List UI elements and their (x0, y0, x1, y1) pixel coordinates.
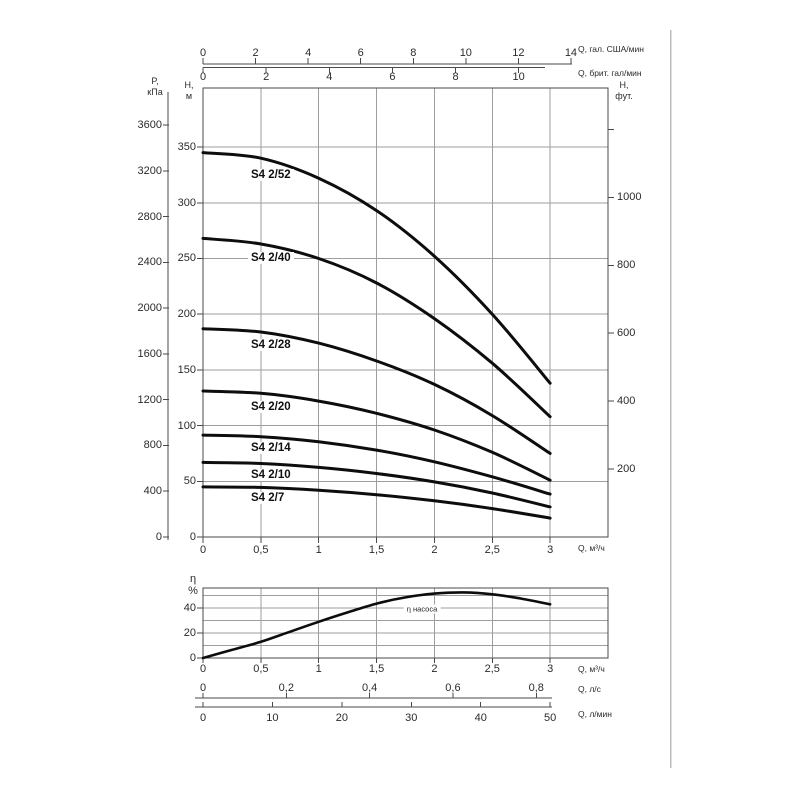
axis-unit-head-ft: Н, фут. (615, 80, 633, 101)
head-m-tick-label: 250 (177, 252, 196, 265)
main-chart-frame (202, 87, 609, 538)
head-m-tick-label: 50 (183, 475, 196, 488)
eff-pct-tick-label: 0 (189, 652, 196, 664)
head-m-tick-label: 100 (177, 419, 196, 432)
axis-unit-imp-gpm: Q, брит. гал/мин (578, 68, 642, 78)
ls-tick-label: 0,2 (278, 682, 294, 694)
pump-curve-s4-2-40-label: S4 2/40 (248, 252, 294, 264)
efficiency-curve (201, 591, 552, 660)
pressure-tick-label: 1200 (137, 393, 162, 406)
pressure-tick-label: 2800 (137, 210, 162, 223)
head-ft-tick-label: 1000 (617, 191, 642, 204)
pressure-tick-label: 1600 (137, 347, 162, 360)
lmin-tick-label: 40 (474, 712, 487, 724)
pressure-tick-label: 3200 (137, 164, 162, 177)
axis-unit-efficiency-pct: η % (188, 573, 198, 597)
efficiency-chart-frame (202, 587, 609, 659)
lmin-tick-label: 20 (335, 712, 348, 724)
ls-tick-label: 0,4 (361, 682, 378, 694)
lmin-tick-label: 50 (544, 712, 557, 724)
head-m-tick-label: 300 (177, 196, 196, 209)
eff-m3h-tick-label: 3 (547, 663, 554, 675)
lmin-tick-label: 10 (266, 712, 279, 724)
eff-m3h-tick-label: 2 (431, 663, 438, 675)
pressure-tick-label: 400 (143, 485, 162, 498)
pump-curve-s4-2-20 (201, 389, 552, 482)
head-ft-tick-label: 400 (617, 395, 636, 408)
head-m-tick-label: 150 (177, 363, 196, 376)
pump-curve-s4-2-10 (201, 460, 552, 509)
head-m-tick-label: 0 (189, 531, 196, 543)
eff-m3h-tick-label: 1 (315, 663, 322, 675)
lmin-tick-label: 0 (199, 712, 207, 724)
ls-tick-label: 0,6 (445, 682, 461, 694)
pump-curve-s4-2-28 (201, 327, 552, 455)
head-ft-tick-label: 600 (617, 327, 636, 340)
pressure-tick-label: 0 (155, 531, 162, 543)
axis-unit-pressure-kpa: P, кПа (147, 76, 163, 97)
imp-gpm-tick-label: 10 (512, 71, 525, 83)
us-gpm-tick-label: 14 (564, 47, 578, 59)
efficiency-curve-label: η насоса (403, 604, 441, 614)
pressure-tick-label: 2000 (137, 302, 162, 315)
us-gpm-tick-label: 4 (305, 47, 312, 59)
axis-unit-head-m: Н, м (184, 80, 194, 101)
pump-curve-s4-2-7-label: S4 2/7 (248, 492, 288, 504)
axis-unit-us-gpm: Q, гал. США/мин (578, 44, 644, 54)
lmin-tick-label: 30 (405, 712, 418, 724)
us-gpm-tick-label: 6 (357, 47, 364, 59)
pump-curve-s4-2-14 (201, 433, 552, 496)
us-gpm-tick-label: 0 (199, 47, 207, 59)
axis-unit-m3h-main: Q, м³/ч (578, 543, 605, 553)
us-gpm-tick-label: 10 (459, 47, 472, 59)
pump-curve-s4-2-14-label: S4 2/14 (248, 442, 294, 454)
pump-curve-s4-2-10-label: S4 2/10 (248, 469, 294, 481)
us-gpm-tick-label: 8 (410, 47, 417, 59)
axis-unit-m3h-efficiency: Q, м³/ч (578, 664, 605, 674)
main-m3h-tick-label: 3 (547, 544, 554, 556)
head-m-tick-label: 350 (177, 141, 196, 154)
imp-gpm-tick-label: 8 (452, 71, 459, 83)
pump-curve-s4-2-52 (201, 151, 552, 385)
pressure-tick-label: 3600 (137, 119, 162, 131)
imp-gpm-tick-label: 6 (389, 71, 396, 83)
axis-unit-liters-per-minute: Q, л/мин (578, 709, 612, 719)
eff-m3h-tick-label: 0,5 (253, 663, 269, 675)
head-ft-tick-label: 200 (617, 463, 636, 476)
pressure-tick-label: 800 (143, 439, 162, 452)
main-m3h-tick-label: 1 (315, 544, 322, 556)
eff-m3h-tick-label: 2,5 (484, 663, 500, 675)
pump-curve-s4-2-52-label: S4 2/52 (248, 169, 294, 181)
imp-gpm-tick-label: 0 (199, 71, 207, 83)
us-gpm-tick-label: 12 (512, 47, 525, 59)
pressure-tick-label: 2400 (137, 256, 162, 269)
pump-curve-s4-2-40 (201, 236, 552, 419)
main-m3h-tick-label: 0,5 (253, 544, 269, 556)
main-m3h-tick-label: 1,5 (368, 544, 385, 556)
head-m-tick-label: 200 (177, 308, 196, 321)
pump-curve-s4-2-20-label: S4 2/20 (248, 401, 294, 413)
ls-tick-label: 0,8 (528, 682, 544, 694)
eff-m3h-tick-label: 1,5 (368, 663, 385, 675)
ls-tick-label: 0 (199, 682, 207, 694)
main-m3h-tick-label: 0 (199, 544, 207, 556)
pump-curve-s4-2-7 (201, 485, 552, 520)
eff-pct-tick-label: 40 (183, 602, 196, 614)
head-ft-tick-label: 800 (617, 259, 636, 272)
main-m3h-tick-label: 2 (431, 544, 438, 556)
pump-curve-s4-2-28-label: S4 2/28 (248, 339, 294, 351)
us-gpm-tick-label: 2 (252, 47, 259, 59)
axis-unit-liters-per-second: Q, л/с (578, 684, 601, 694)
main-m3h-tick-label: 2,5 (484, 544, 500, 556)
eff-m3h-tick-label: 0 (199, 663, 207, 675)
eff-pct-tick-label: 20 (183, 627, 196, 639)
imp-gpm-tick-label: 4 (326, 71, 333, 83)
imp-gpm-tick-label: 2 (263, 71, 270, 83)
